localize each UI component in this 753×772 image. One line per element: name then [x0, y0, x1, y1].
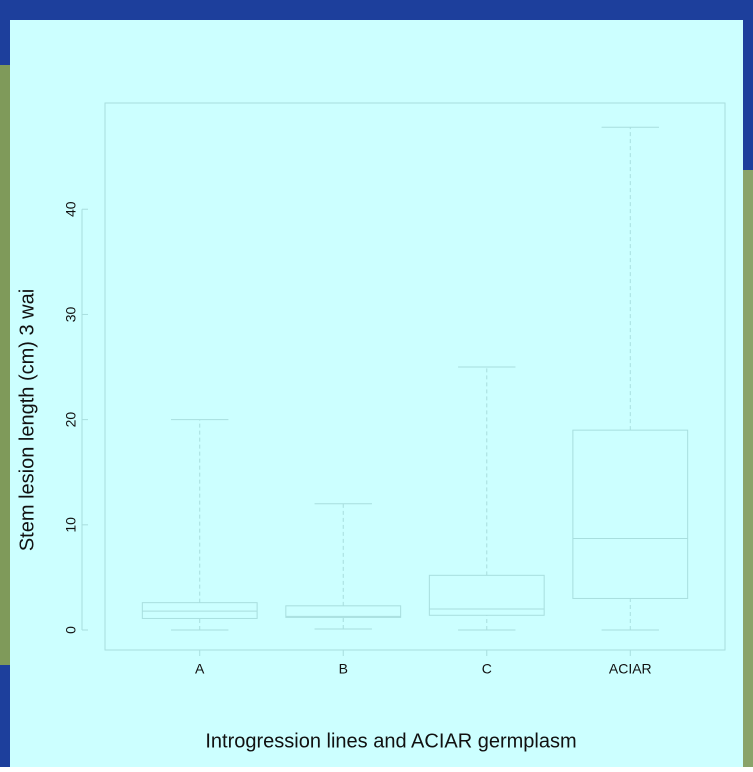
- slide: Stem lesion length (cm) 3 wai Introgress…: [0, 0, 753, 767]
- y-tick-label: 40: [63, 201, 79, 217]
- y-tick-label: 0: [63, 626, 79, 634]
- chart-panel: [10, 20, 743, 767]
- y-tick-label: 10: [63, 517, 79, 533]
- y-tick-label: 30: [63, 306, 79, 322]
- x-tick-label: C: [482, 661, 492, 677]
- y-axis-label: Stem lesion length (cm) 3 wai: [16, 289, 38, 551]
- x-tick-label: ACIAR: [609, 661, 652, 677]
- x-tick-label: B: [339, 661, 348, 677]
- photo-strip-right: [742, 170, 753, 767]
- x-axis-label: Introgression lines and ACIAR germplasm: [205, 730, 576, 752]
- y-tick-label: 20: [63, 412, 79, 428]
- x-tick-label: A: [195, 661, 205, 677]
